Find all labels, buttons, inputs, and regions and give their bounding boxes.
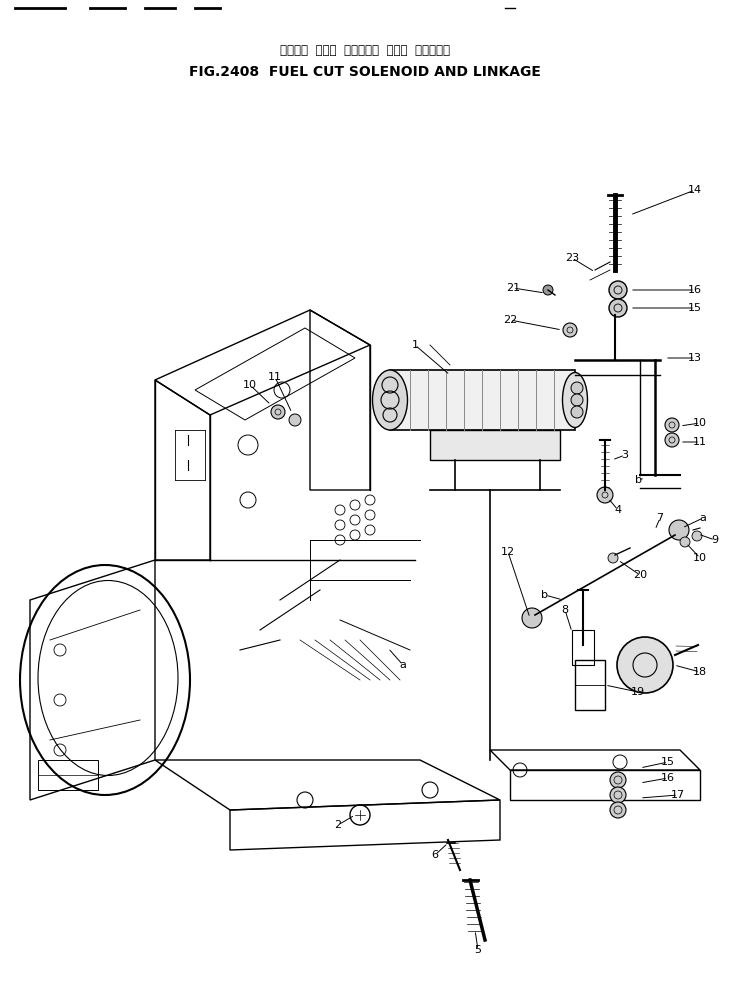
Circle shape xyxy=(617,637,673,693)
Circle shape xyxy=(692,531,702,541)
Text: 22: 22 xyxy=(503,315,517,325)
Text: 12: 12 xyxy=(501,547,515,557)
Circle shape xyxy=(610,787,626,803)
Circle shape xyxy=(610,802,626,818)
Circle shape xyxy=(665,418,679,432)
Circle shape xyxy=(571,406,583,418)
Circle shape xyxy=(597,487,613,503)
Text: 10: 10 xyxy=(693,553,707,563)
Text: 16: 16 xyxy=(661,773,675,783)
Text: 18: 18 xyxy=(693,667,707,677)
Circle shape xyxy=(571,394,583,406)
Text: 10: 10 xyxy=(693,418,707,428)
Circle shape xyxy=(522,608,542,628)
Circle shape xyxy=(665,433,679,447)
Text: 11: 11 xyxy=(268,372,282,382)
Text: 21: 21 xyxy=(506,283,520,293)
Text: FIG.2408  FUEL CUT SOLENOID AND LINKAGE: FIG.2408 FUEL CUT SOLENOID AND LINKAGE xyxy=(189,65,541,79)
Circle shape xyxy=(563,323,577,337)
Polygon shape xyxy=(430,430,560,460)
Text: 11: 11 xyxy=(693,437,707,447)
Text: 13: 13 xyxy=(688,353,702,363)
Text: 19: 19 xyxy=(631,687,645,697)
Ellipse shape xyxy=(563,373,588,428)
Circle shape xyxy=(609,281,627,299)
Text: 8: 8 xyxy=(561,605,569,615)
Bar xyxy=(572,630,594,665)
Text: 20: 20 xyxy=(633,570,647,580)
Circle shape xyxy=(571,382,583,394)
Circle shape xyxy=(680,537,690,547)
Text: 15: 15 xyxy=(661,757,675,767)
Text: フェエル  カット  ソレノイド  および  リンケージ: フェエル カット ソレノイド および リンケージ xyxy=(280,44,450,57)
Text: 6: 6 xyxy=(431,850,439,860)
Text: 23: 23 xyxy=(565,253,579,263)
Circle shape xyxy=(289,414,301,426)
Circle shape xyxy=(608,553,618,563)
Circle shape xyxy=(609,299,627,317)
Text: 15: 15 xyxy=(688,303,702,313)
Circle shape xyxy=(610,772,626,788)
Bar xyxy=(575,660,605,710)
Text: 16: 16 xyxy=(688,285,702,295)
Text: b: b xyxy=(634,475,642,485)
Text: 17: 17 xyxy=(671,790,685,800)
Circle shape xyxy=(543,285,553,295)
Bar xyxy=(390,370,575,430)
Text: 7: 7 xyxy=(656,513,664,523)
Text: 2: 2 xyxy=(334,820,342,830)
Text: a: a xyxy=(399,660,407,670)
Text: 9: 9 xyxy=(712,535,718,545)
Text: 1: 1 xyxy=(412,340,418,350)
Circle shape xyxy=(669,520,689,540)
Text: a: a xyxy=(699,513,707,523)
Text: b: b xyxy=(542,590,548,600)
Circle shape xyxy=(271,405,285,419)
Text: 10: 10 xyxy=(243,380,257,390)
Text: 14: 14 xyxy=(688,185,702,195)
Bar xyxy=(38,760,98,790)
Ellipse shape xyxy=(372,370,407,430)
Text: 5: 5 xyxy=(474,945,482,955)
Text: 3: 3 xyxy=(621,450,629,460)
Text: 4: 4 xyxy=(615,505,621,515)
